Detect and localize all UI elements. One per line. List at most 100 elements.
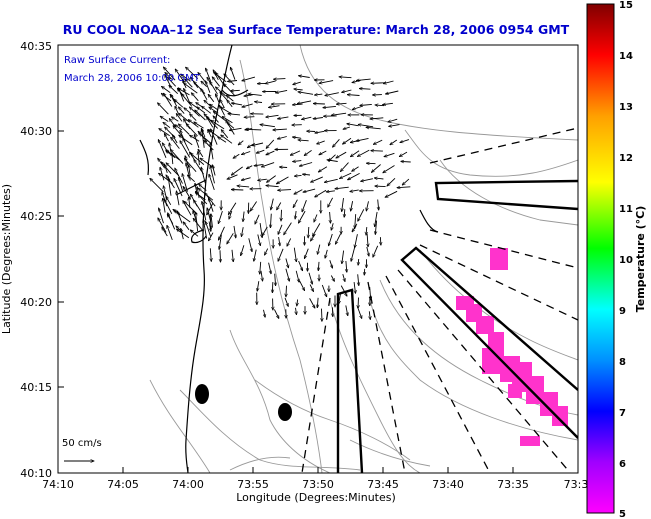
- current-vector: [329, 260, 333, 268]
- current-vector: [181, 74, 191, 82]
- current-vector: [210, 166, 215, 184]
- current-vector: [315, 189, 327, 197]
- current-vector: [285, 268, 290, 282]
- current-vector: [231, 166, 243, 175]
- current-vector: [343, 137, 352, 144]
- current-vector: [324, 178, 338, 182]
- current-vector: [339, 77, 352, 78]
- current-vector: [290, 150, 301, 155]
- current-vector: [284, 222, 292, 235]
- current-vector: [273, 309, 279, 318]
- current-vector: [354, 282, 355, 293]
- current-vector: [227, 233, 234, 244]
- current-vector: [178, 107, 185, 114]
- current-vector: [255, 214, 260, 224]
- current-vector: [346, 260, 347, 272]
- current-vector: [185, 79, 193, 88]
- current-vector: [264, 309, 266, 318]
- current-vector: [400, 139, 410, 143]
- current-vector: [210, 214, 211, 228]
- current-vector: [248, 94, 262, 96]
- current-vector: [336, 103, 347, 104]
- current-vector: [179, 177, 184, 192]
- current-vector: [190, 153, 205, 165]
- current-vector: [313, 104, 325, 105]
- station-marker: [278, 403, 292, 421]
- current-vector: [176, 191, 180, 206]
- current-vector: [356, 79, 371, 81]
- current-vector: [375, 186, 386, 187]
- current-vector: [298, 140, 309, 141]
- current-vector: [252, 142, 264, 146]
- current-vector: [193, 218, 204, 232]
- current-vector: [181, 228, 184, 240]
- current-vector: [167, 225, 173, 241]
- surface-current-vectors: [150, 67, 411, 321]
- current-vector: [371, 164, 381, 173]
- current-vector: [238, 140, 244, 145]
- current-vector: [339, 292, 342, 304]
- current-vector: [350, 150, 360, 157]
- current-vector: [279, 237, 280, 246]
- current-vector: [369, 311, 370, 319]
- current-vector: [311, 176, 323, 182]
- current-vector: [277, 136, 287, 139]
- current-vector: [342, 250, 345, 264]
- current-vector: [208, 221, 211, 231]
- current-vector: [303, 188, 316, 192]
- current-vector: [340, 162, 349, 172]
- current-vector: [328, 197, 333, 207]
- current-vector: [202, 201, 207, 221]
- current-vector: [318, 261, 319, 271]
- current-vector: [343, 126, 351, 129]
- current-vector: [161, 162, 172, 174]
- current-vector: [276, 176, 289, 184]
- current-vector: [375, 211, 378, 227]
- radar-beams-dashed: [301, 127, 578, 473]
- current-vector: [401, 161, 411, 162]
- current-vector: [352, 223, 358, 232]
- current-vector: [359, 89, 371, 90]
- current-vector: [261, 270, 263, 281]
- current-vector: [250, 201, 257, 212]
- current-vector: [257, 281, 259, 291]
- current-vector: [322, 308, 323, 322]
- current-vector: [298, 260, 303, 271]
- current-vector: [319, 80, 334, 84]
- current-vector: [302, 116, 312, 119]
- current-vector: [387, 177, 396, 186]
- current-vector: [370, 286, 371, 300]
- current-vector: [335, 233, 341, 244]
- current-vector: [190, 114, 197, 121]
- current-vector: [294, 189, 303, 195]
- current-vector: [298, 210, 306, 223]
- current-vector: [166, 175, 175, 189]
- current-vector: [175, 168, 183, 184]
- current-vector: [389, 124, 400, 127]
- current-vector: [380, 237, 381, 245]
- current-vector: [297, 299, 298, 307]
- current-vector: [220, 92, 228, 101]
- current-vector: [285, 258, 289, 268]
- current-vector: [269, 105, 280, 108]
- x-axis: 74:10 74:05 74:00 73:55 73:50 73:45 73:4…: [42, 467, 588, 491]
- current-vector: [302, 200, 307, 212]
- current-vector: [383, 80, 394, 84]
- current-vector: [279, 167, 288, 168]
- current-vector: [356, 306, 361, 319]
- current-vector: [266, 186, 279, 187]
- x-tick-label: 73:35: [497, 478, 529, 491]
- current-vector: [314, 214, 318, 223]
- colorbar-label: Temperature (°C): [634, 206, 647, 313]
- current-vector: [383, 103, 393, 104]
- current-vector: [296, 307, 297, 315]
- annotation-date: March 28, 2006 10:00 GMT: [64, 73, 201, 84]
- current-vector: [163, 93, 173, 107]
- sst-patches: [456, 248, 568, 446]
- current-vector: [172, 153, 173, 165]
- current-vector: [163, 122, 171, 129]
- current-vector: [351, 247, 356, 262]
- current-vector: [293, 199, 298, 208]
- current-vector: [174, 179, 183, 197]
- current-vector: [317, 140, 325, 144]
